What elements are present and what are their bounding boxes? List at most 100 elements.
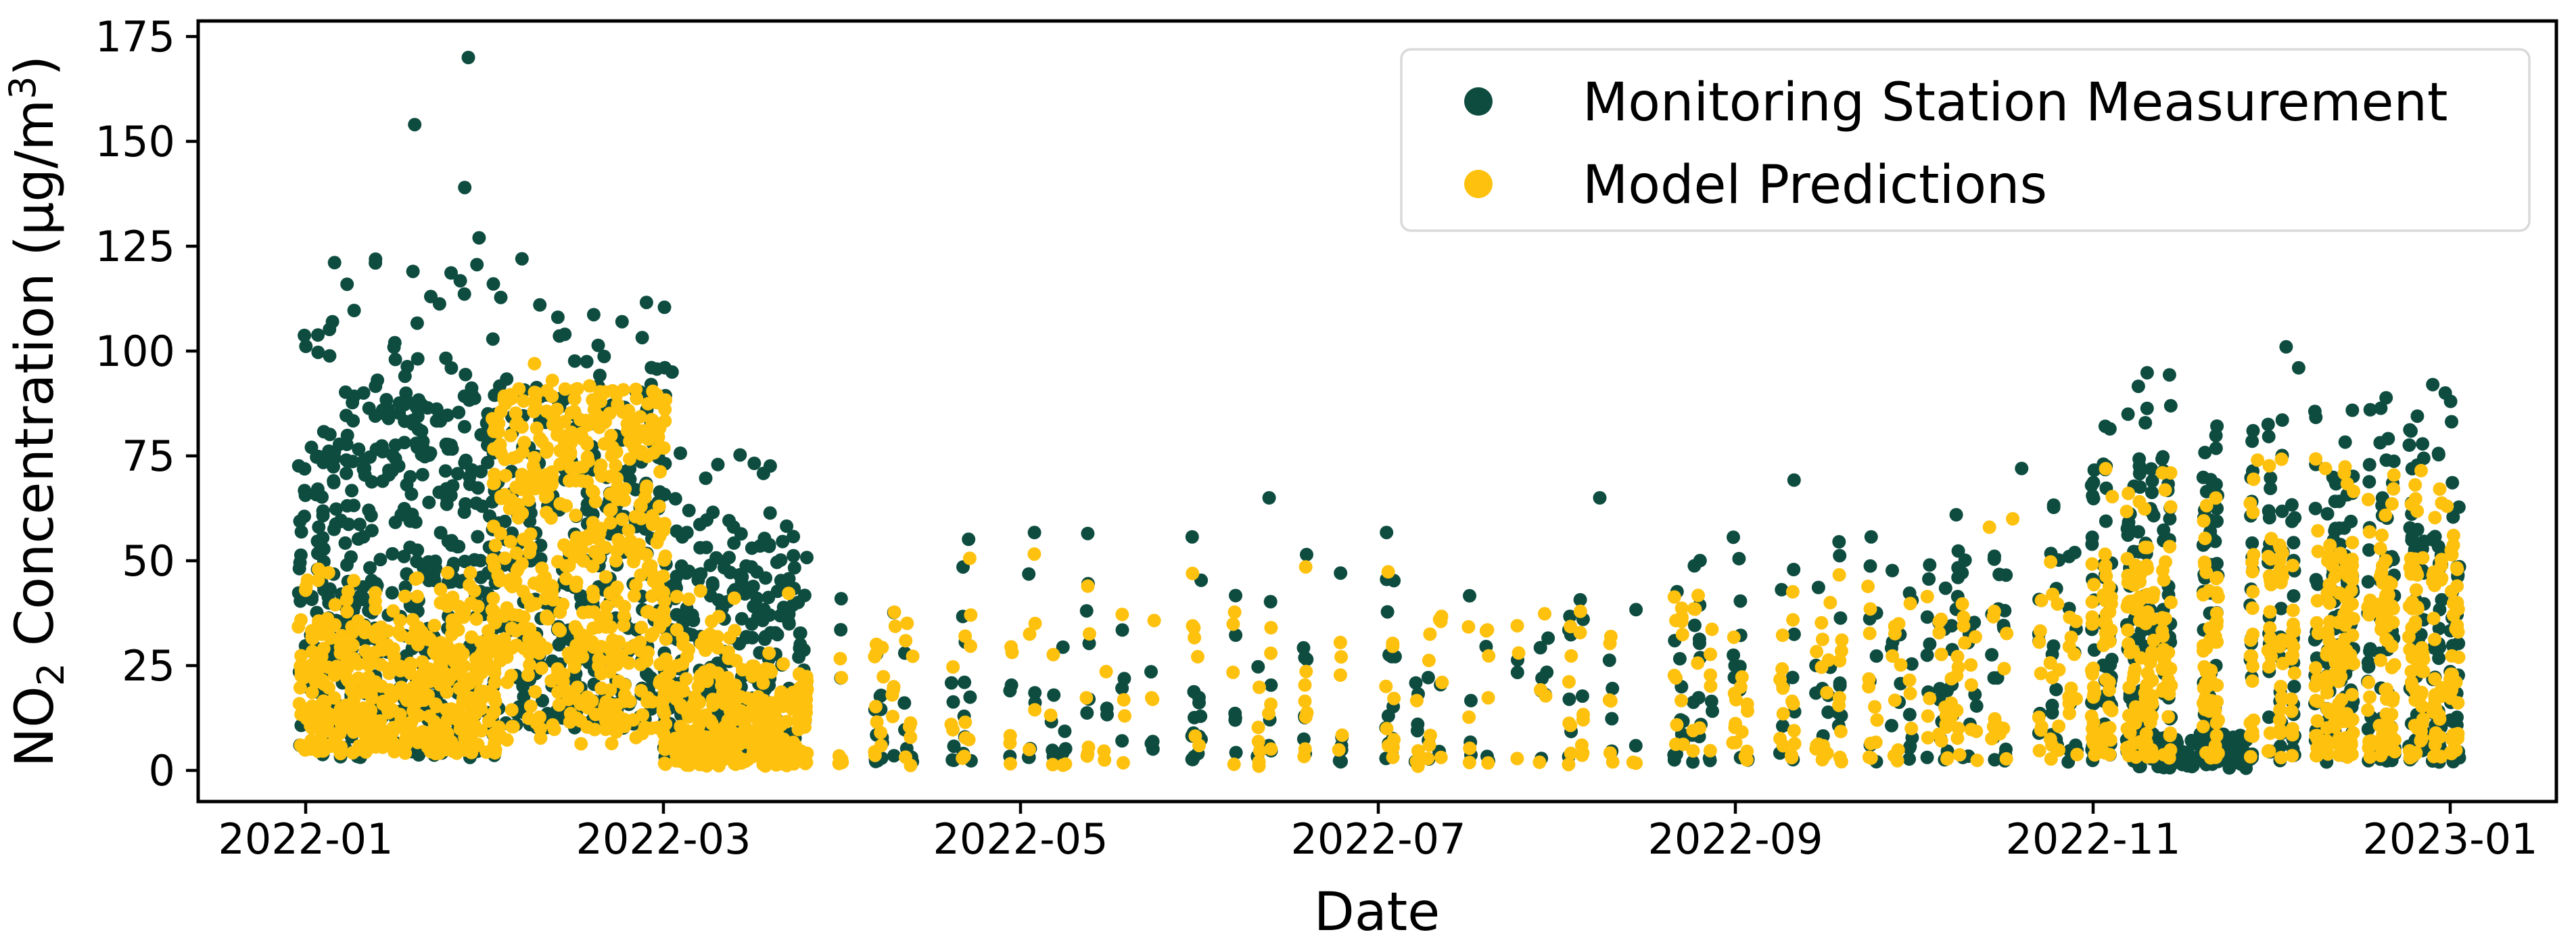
- scatter-point: [2245, 565, 2259, 579]
- scatter-point: [1421, 751, 1435, 766]
- scatter-point: [1188, 630, 1202, 645]
- scatter-point: [634, 657, 648, 672]
- scatter-point: [404, 666, 417, 680]
- scatter-point: [408, 515, 423, 529]
- scatter-point: [2210, 419, 2224, 433]
- scatter-point: [2034, 593, 2048, 607]
- scatter-point: [534, 722, 547, 736]
- scatter-point: [733, 569, 747, 583]
- scatter-point: [546, 718, 560, 732]
- scatter-point: [1464, 693, 1478, 708]
- scatter-point: [544, 511, 558, 525]
- scatter-point: [1479, 624, 1493, 638]
- scatter-point: [1691, 588, 1705, 603]
- scatter-point: [1482, 649, 1496, 663]
- scatter-point: [1958, 636, 1972, 650]
- scatter-point: [1411, 744, 1425, 758]
- scatter-point: [2210, 695, 2224, 709]
- scatter-point: [630, 392, 644, 406]
- scatter-point: [680, 526, 694, 540]
- scatter-point: [2451, 602, 2465, 616]
- scatter-point: [2034, 720, 2048, 734]
- scatter-point: [2285, 636, 2298, 650]
- scatter-point: [400, 394, 414, 408]
- scatter-point: [1047, 688, 1061, 702]
- scatter-point: [2099, 461, 2113, 476]
- scatter-point: [2343, 712, 2358, 726]
- scatter-point: [1229, 745, 1243, 760]
- scatter-point: [2197, 514, 2211, 528]
- scatter-point: [411, 638, 425, 651]
- scatter-point: [1862, 750, 1876, 764]
- scatter-point: [452, 405, 466, 419]
- scatter-point: [411, 543, 425, 557]
- scatter-point: [592, 551, 606, 565]
- scatter-point: [686, 614, 701, 628]
- scatter-point: [2033, 624, 2047, 638]
- scatter-point: [2335, 693, 2349, 707]
- scatter-point: [1082, 627, 1096, 641]
- scatter-point: [1081, 579, 1095, 593]
- x-tick-label: 2022-11: [2005, 814, 2180, 864]
- scatter-point: [1004, 678, 1018, 692]
- scatter-point: [2246, 423, 2260, 438]
- scatter-point: [2379, 553, 2393, 568]
- scatter-point: [603, 683, 617, 697]
- scatter-point: [2140, 540, 2155, 555]
- scatter-point: [1298, 560, 1313, 574]
- scatter-point: [1705, 622, 1719, 636]
- scatter-point: [411, 352, 425, 366]
- scatter-point: [2209, 606, 2224, 620]
- scatter-point: [474, 724, 488, 738]
- scatter-point: [1964, 678, 1978, 692]
- scatter-point: [2069, 692, 2083, 705]
- scatter-point: [2415, 664, 2429, 678]
- scatter-point: [1775, 662, 1789, 676]
- scatter-point: [636, 708, 650, 722]
- scatter-point: [321, 611, 335, 626]
- y-tick-label: 175: [95, 12, 175, 62]
- scatter-point: [2163, 398, 2178, 413]
- scatter-point: [634, 620, 649, 634]
- scatter-point: [2309, 661, 2322, 675]
- scatter-point: [1704, 668, 1718, 682]
- scatter-point: [797, 588, 812, 603]
- scatter-point: [2163, 511, 2177, 526]
- scatter-point: [1921, 709, 1935, 723]
- scatter-point: [457, 419, 471, 434]
- scatter-point: [1226, 666, 1240, 679]
- scatter-point: [294, 525, 308, 539]
- scatter-point: [1691, 691, 1706, 705]
- scatter-point: [2158, 483, 2172, 497]
- y-tick-label: 100: [95, 327, 175, 376]
- scatter-point: [1079, 604, 1094, 618]
- scatter-point: [1832, 535, 1846, 549]
- scatter-point: [658, 549, 672, 563]
- scatter-point: [2132, 452, 2147, 466]
- scatter-point: [556, 597, 570, 611]
- scatter-point: [2444, 543, 2458, 557]
- scatter-point: [2431, 446, 2445, 461]
- scatter-point: [2345, 536, 2360, 550]
- scatter-point: [2208, 534, 2222, 549]
- scatter-point: [323, 427, 337, 442]
- x-tick-label: 2023-01: [2362, 814, 2537, 864]
- scatter-point: [1686, 755, 1700, 769]
- scatter-point: [473, 553, 488, 568]
- scatter-point: [2449, 622, 2463, 636]
- scatter-point: [521, 493, 536, 507]
- scatter-point: [533, 710, 546, 724]
- scatter-point: [1434, 750, 1448, 764]
- scatter-point: [315, 490, 329, 504]
- scatter-point: [1999, 568, 2013, 582]
- scatter-point: [1869, 735, 1883, 749]
- scatter-point: [774, 553, 788, 567]
- scatter-point: [2087, 578, 2101, 592]
- scatter-point: [550, 402, 564, 417]
- scatter-point: [2121, 623, 2135, 637]
- scatter-point: [2104, 591, 2118, 605]
- scatter-point: [515, 557, 529, 571]
- scatter-point: [885, 688, 899, 702]
- scatter-point: [1300, 547, 1313, 561]
- scatter-point: [2326, 470, 2340, 484]
